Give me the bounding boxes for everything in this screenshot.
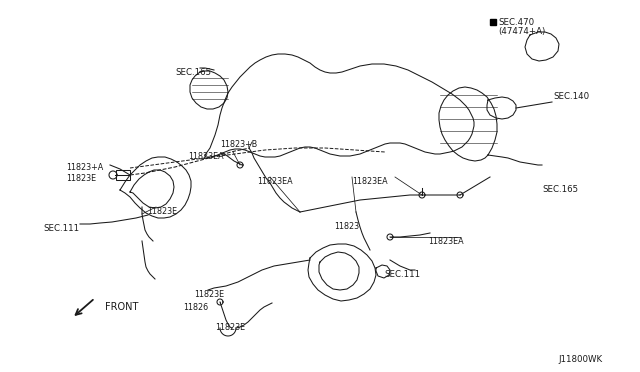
Text: 11823EA: 11823EA — [352, 177, 388, 186]
Text: 11823+A: 11823+A — [66, 163, 103, 172]
Text: 11826: 11826 — [183, 303, 208, 312]
Text: 11823E: 11823E — [194, 290, 224, 299]
Text: FRONT: FRONT — [105, 302, 138, 312]
Text: 11823+B: 11823+B — [220, 140, 257, 149]
Text: 11823EA: 11823EA — [428, 237, 463, 246]
Text: 11823E: 11823E — [66, 174, 96, 183]
Text: 11823: 11823 — [334, 222, 359, 231]
Text: SEC.111: SEC.111 — [43, 224, 79, 233]
Bar — [116, 170, 130, 180]
Text: SEC.165: SEC.165 — [542, 185, 578, 194]
Text: SEC.470: SEC.470 — [498, 18, 534, 27]
Text: (47474+A): (47474+A) — [498, 27, 545, 36]
Text: SEC.111: SEC.111 — [384, 270, 420, 279]
Text: SEC.140: SEC.140 — [553, 92, 589, 101]
Text: SEC.165: SEC.165 — [175, 68, 211, 77]
Text: 11823EA: 11823EA — [188, 152, 223, 161]
Text: 11823E: 11823E — [215, 323, 245, 332]
Text: 11823E: 11823E — [147, 207, 177, 216]
Text: 11823EA: 11823EA — [257, 177, 292, 186]
Text: J11800WK: J11800WK — [558, 355, 602, 364]
